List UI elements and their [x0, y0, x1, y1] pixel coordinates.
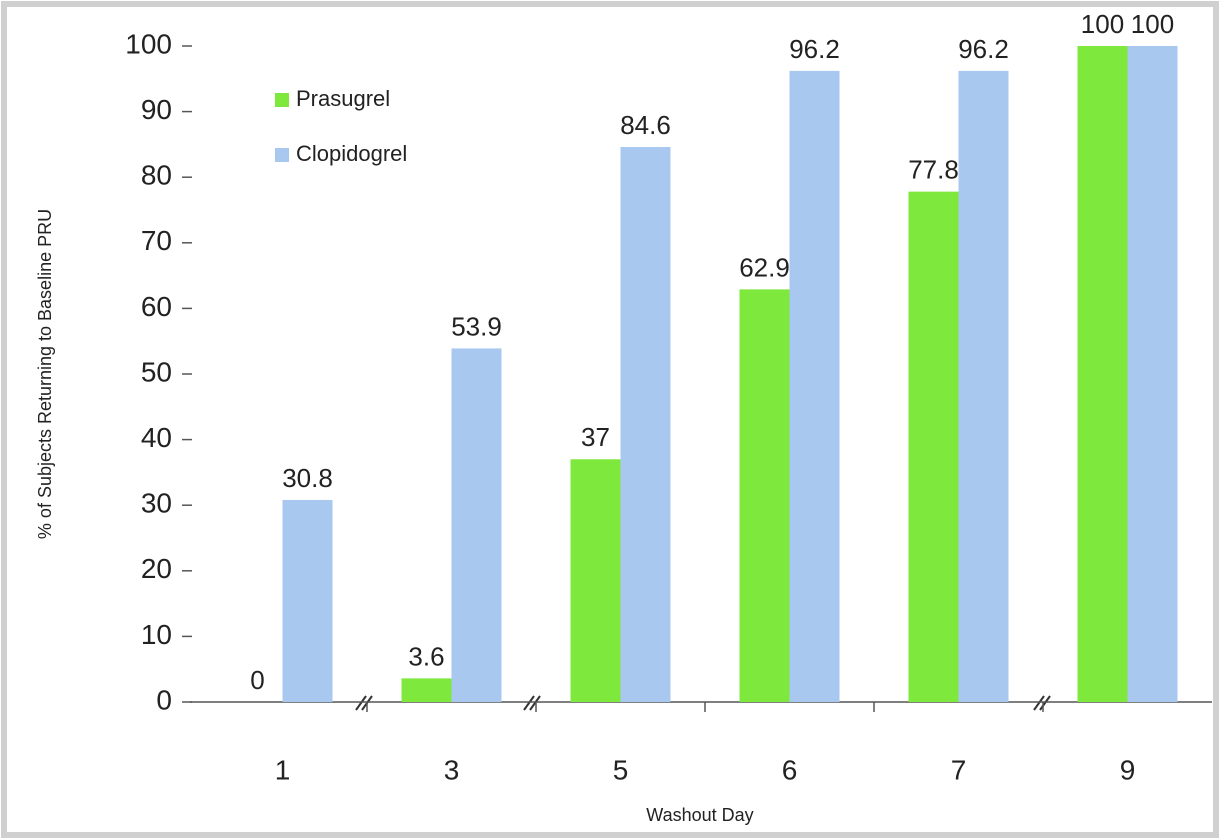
- legend-swatch: [275, 148, 289, 162]
- bar: [908, 191, 959, 702]
- x-tick-label: 1: [275, 754, 291, 785]
- value-label: 3.6: [408, 641, 444, 671]
- axis-break: [529, 695, 541, 711]
- y-axis-title: % of Subjects Returning to Baseline PRU: [35, 209, 55, 539]
- bar: [958, 70, 1009, 703]
- value-label: 100: [1131, 9, 1174, 39]
- bar: [739, 289, 790, 702]
- y-tick-label: 80: [141, 160, 172, 191]
- value-label: 96.2: [789, 34, 840, 64]
- axis-break: [1033, 695, 1045, 711]
- value-label: 84.6: [620, 110, 671, 140]
- x-tick-label: 7: [951, 754, 967, 785]
- axis-break: [1039, 695, 1051, 711]
- value-label: 53.9: [451, 311, 502, 341]
- x-axis-title: Washout Day: [646, 805, 753, 825]
- y-tick-label: 70: [141, 225, 172, 256]
- bar: [1127, 46, 1178, 702]
- y-tick-label: 40: [141, 422, 172, 453]
- value-label: 0: [250, 665, 264, 695]
- value-label: 30.8: [282, 463, 333, 493]
- axis-break: [523, 695, 535, 711]
- bar: [401, 678, 452, 702]
- y-tick-label: 30: [141, 488, 172, 519]
- y-tick-label: 100: [125, 28, 172, 59]
- x-tick-label: 9: [1120, 754, 1136, 785]
- x-tick-label: 6: [782, 754, 798, 785]
- axis-breaks: [355, 695, 1051, 711]
- x-tick-label: 5: [613, 754, 629, 785]
- bar: [1077, 46, 1128, 702]
- y-tick-label: 10: [141, 619, 172, 650]
- y-tick-label: 60: [141, 291, 172, 322]
- y-tick-label: 50: [141, 356, 172, 387]
- value-label: 100: [1081, 9, 1124, 39]
- y-tick-label: 0: [156, 684, 172, 715]
- bar: [789, 70, 840, 703]
- axis-break: [355, 695, 367, 711]
- y-tick-label: 20: [141, 553, 172, 584]
- x-tick-label: 3: [444, 754, 460, 785]
- value-label: 96.2: [958, 34, 1009, 64]
- legend-swatch: [275, 93, 289, 107]
- bar: [282, 499, 333, 702]
- value-label: 37: [581, 422, 610, 452]
- value-label: 77.8: [908, 155, 959, 185]
- bar: [620, 147, 671, 703]
- bar: [451, 348, 502, 702]
- bar: [570, 459, 621, 702]
- value-label: 62.9: [739, 252, 790, 282]
- legend-label: Clopidogrel: [296, 141, 407, 166]
- y-tick-label: 90: [141, 94, 172, 125]
- legend-label: Prasugrel: [296, 86, 390, 111]
